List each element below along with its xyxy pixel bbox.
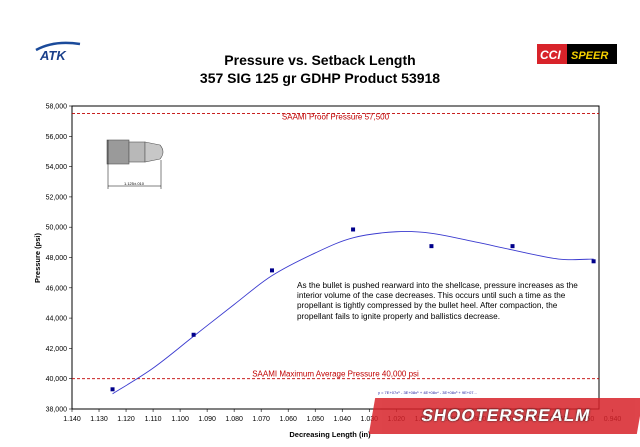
data-point [191,332,196,337]
x-tick-label: 1.100 [171,416,189,423]
data-points [110,227,596,392]
chart-title: Pressure vs. Setback Length [224,52,416,68]
reference-line-label: SAAMI Maximum Average Pressure 40,000 ps… [252,370,419,379]
x-tick-label: 1.040 [333,416,351,423]
x-axis-title: Decreasing Length (in) [289,430,371,439]
regression-equation: y = 7E+07x⁶ - 3E+08x⁵ + 4E+08x⁴ - 3E+08x… [378,390,477,395]
y-tick-label: 40,000 [46,376,68,383]
y-tick-label: 46,000 [46,285,68,292]
y-axis-title: Pressure (psi) [33,232,42,283]
x-tick-label: 1.050 [306,416,324,423]
watermark: SHOOTERSREALM [368,398,640,434]
x-tick-label: 1.030 [361,416,379,423]
data-point [510,244,515,249]
x-tick-label: 1.140 [63,416,81,423]
data-point [351,227,356,232]
x-tick-label: 1.090 [198,416,216,423]
data-point [269,268,274,273]
chart-subtitle: 357 SIG 125 gr GDHP Product 53918 [199,70,441,86]
y-tick-label: 42,000 [46,346,68,353]
reference-lines: SAAMI Proof Pressure 57,500 SAAMI Maximum… [72,113,599,380]
cci-logo-text: CCI [540,48,561,62]
y-tick-label: 44,000 [46,316,68,323]
data-point [429,244,434,249]
chart-annotation: As the bullet is pushed rearward into th… [297,281,578,321]
x-tick-label: 1.070 [252,416,270,423]
atk-logo: ATK [34,38,94,64]
x-tick-label: 1.060 [279,416,297,423]
y-tick-label: 48,000 [46,255,68,262]
x-tick-label: 1.130 [90,416,108,423]
cci-speer-logo: CCI SPEER [537,44,617,64]
y-tick-label: 38,000 [46,407,68,414]
speer-logo-text: SPEER [571,50,608,62]
y-axis: 38,000 40,000 42,000 44,000 46,000 48,000 50,0… [46,104,72,414]
data-point [110,387,115,392]
x-tick-label: 1.080 [225,416,243,423]
x-tick-label: 1.120 [117,416,135,423]
reference-line-label: SAAMI Proof Pressure 57,500 [282,113,390,122]
y-tick-label: 52,000 [46,194,68,201]
x-tick-label: 1.110 [145,416,162,423]
y-tick-label: 56,000 [46,134,68,141]
y-tick-label: 50,000 [46,225,68,232]
cartridge-drawing: 1.125±.010 [106,139,164,189]
y-tick-label: 58,000 [46,104,68,111]
cartridge-length-label: 1.125±.010 [124,181,145,186]
atk-logo-text: ATK [39,48,67,63]
y-tick-label: 54,000 [46,164,68,171]
data-point [591,259,596,264]
